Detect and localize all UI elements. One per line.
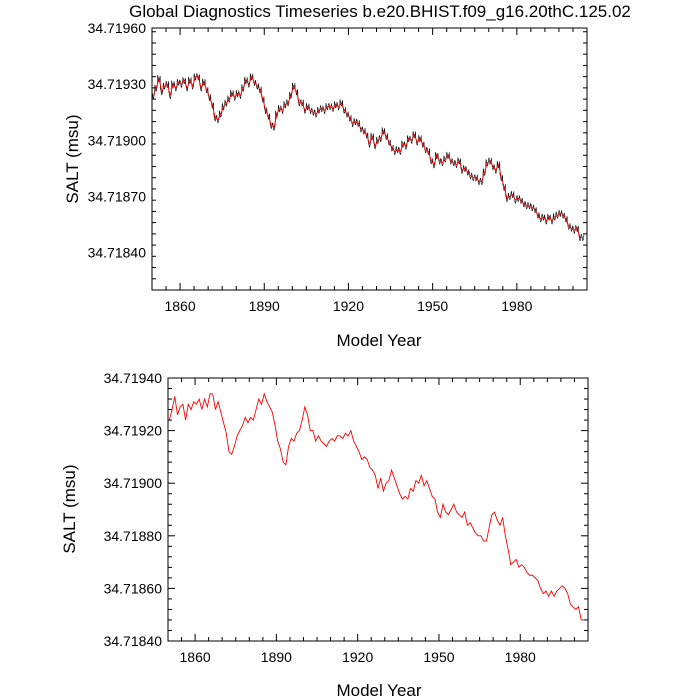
bottom-axes: 1860 1890 1920 1950 1980 34.71840 34.71860 34.7… — [104, 370, 589, 665]
bottom-plot-frame — [167, 377, 589, 642]
bottom-y-tick-label: 34.71940 — [104, 370, 163, 386]
bottom-y-tick-label: 34.71840 — [104, 633, 163, 649]
top-x-tick-label: 1920 — [333, 298, 364, 314]
top-plot-area — [151, 72, 585, 242]
bottom-x-tick-label: 1950 — [423, 649, 454, 665]
top-x-tick-label: 1980 — [501, 298, 532, 314]
top-plot-frame — [151, 27, 588, 291]
top-x-tick-label: 1860 — [164, 298, 195, 314]
top-axes: 1860 1890 1920 1950 1980 34.71840 34.71870 34.7… — [88, 20, 588, 314]
top-y-tick-label: 34.71930 — [88, 76, 147, 92]
top-y-tick-label: 34.71870 — [88, 188, 147, 204]
top-x-tick-label: 1950 — [417, 298, 448, 314]
top-y-tick-label: 34.71840 — [88, 245, 147, 261]
top-x-axis-label: Model Year — [336, 331, 421, 350]
top-x-tick-label: 1890 — [249, 298, 280, 314]
bottom-panel: 1860 1890 1920 1950 1980 34.71840 34.71860 34.7… — [60, 370, 589, 700]
bottom-y-tick-label: 34.71900 — [104, 475, 163, 491]
bottom-x-tick-label: 1920 — [342, 649, 373, 665]
annual-mean-series-line — [152, 75, 583, 239]
chart-title: Global Diagnostics Timeseries b.e20.BHIS… — [129, 2, 631, 21]
bottom-x-axis-label: Model Year — [336, 681, 421, 700]
bottom-x-tick-label: 1980 — [505, 649, 536, 665]
monthly-series-line — [151, 72, 585, 242]
bottom-x-tick-label: 1860 — [180, 649, 211, 665]
top-panel: Global Diagnostics Timeseries b.e20.BHIS… — [63, 2, 631, 350]
bottom-y-tick-label: 34.71920 — [104, 423, 163, 439]
bottom-y-tick-label: 34.71860 — [104, 580, 163, 596]
bottom-plot-area — [168, 392, 584, 621]
bottom-y-tick-label: 34.71880 — [104, 528, 163, 544]
top-y-tick-label: 34.71900 — [88, 132, 147, 148]
bottom-y-axis-label: SALT (msu) — [60, 464, 79, 553]
annual-mean-series-line — [168, 392, 584, 621]
bottom-x-tick-label: 1890 — [261, 649, 292, 665]
top-y-axis-label: SALT (msu) — [63, 114, 82, 203]
top-y-tick-label: 34.71960 — [88, 20, 147, 36]
